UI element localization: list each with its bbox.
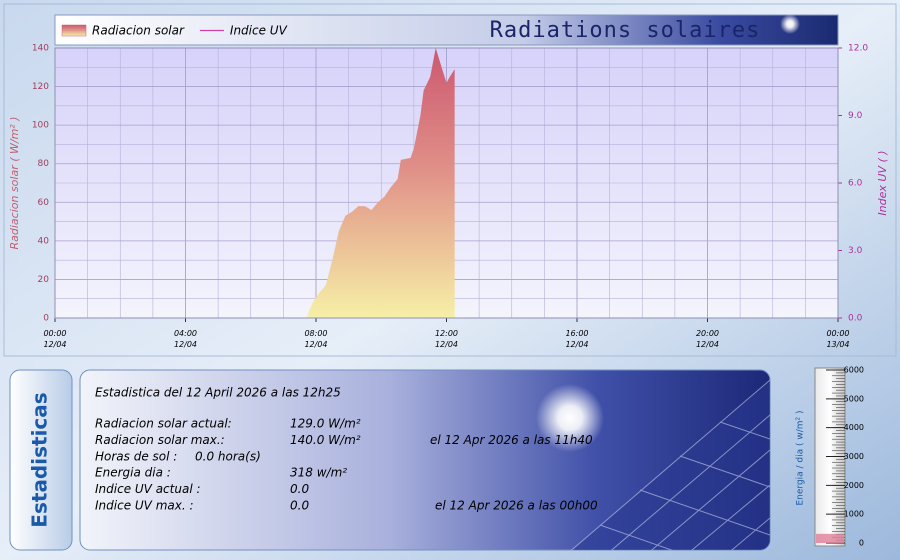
y2-axis-label: Index UV ( ) xyxy=(876,150,889,215)
stat-note: el 12 Apr 2026 a las 11h40 xyxy=(430,433,593,447)
gauge-tick-label: 5000 xyxy=(844,394,864,403)
gauge-label: Energia / dia ( w/m² ) xyxy=(796,410,806,505)
stat-value: 0.0 hora(s) xyxy=(195,449,261,463)
stats-tab-label: Estadisticas xyxy=(28,392,52,527)
gauge-tick-label: 0 xyxy=(859,539,864,548)
title-bar xyxy=(54,14,839,46)
x-tick-label: 12:00 12/04 xyxy=(435,329,458,349)
x-tick-label: 20:00 12/04 xyxy=(696,329,719,349)
y-tick-label: 120 xyxy=(32,82,49,92)
x-tick-label: 16:00 12/04 xyxy=(565,329,588,349)
title-sun xyxy=(780,14,800,34)
gauge-tick-label: 2000 xyxy=(844,481,864,490)
y2-tick-label: 9.0 xyxy=(848,111,863,121)
stat-label: Radiacion solar max.: xyxy=(95,433,225,447)
gauge-tick-label: 4000 xyxy=(844,423,864,432)
stats-tab xyxy=(9,369,73,551)
plot-border xyxy=(54,47,839,319)
stat-value: 140.0 W/m² xyxy=(290,433,361,447)
y-axis-label: Radiacion solar ( W/m² ) xyxy=(8,116,21,249)
legend-label: Indice UV xyxy=(230,24,288,38)
legend-label: Radiacion solar xyxy=(92,24,185,38)
y-tick-label: 80 xyxy=(38,159,50,169)
x-tick-label: 00:00 12/04 xyxy=(43,329,66,349)
page-title: Radiations solaires xyxy=(490,18,761,43)
radiation-area xyxy=(306,48,455,318)
stats-header: Estadistica del 12 April 2026 a las 12h2… xyxy=(95,386,341,400)
y-tick-label: 60 xyxy=(38,198,50,208)
stat-label: Radiacion solar actual: xyxy=(95,417,232,431)
stat-label: Horas de sol : xyxy=(95,449,177,463)
x-tick-label: 08:00 12/04 xyxy=(304,329,327,349)
panel-image xyxy=(536,379,770,550)
gauge-tick-label: 1000 xyxy=(844,510,864,519)
x-tick-label: 04:00 12/04 xyxy=(174,329,197,349)
stat-note: el 12 Apr 2026 a las 00h00 xyxy=(435,499,598,513)
legend-swatch xyxy=(61,24,87,37)
y2-tick-label: 12.0 xyxy=(848,44,868,54)
y2-tick-label: 6.0 xyxy=(848,179,863,189)
y-tick-label: 140 xyxy=(32,44,49,54)
chart-frame xyxy=(3,3,897,357)
y-tick-label: 40 xyxy=(38,236,50,246)
y-tick-label: 100 xyxy=(32,121,49,131)
y2-tick-label: 3.0 xyxy=(848,246,863,256)
gauge-tick-label: 6000 xyxy=(844,366,864,375)
stat-value: 318 w/m² xyxy=(290,466,347,480)
stat-label: Indice UV max. : xyxy=(95,499,194,513)
x-tick-label: 00:00 13/04 xyxy=(826,329,849,349)
y2-tick-label: 0.0 xyxy=(848,314,863,324)
stat-value: 129.0 W/m² xyxy=(290,417,361,431)
stat-label: Energia dia : xyxy=(95,466,171,480)
y-tick-label: 0 xyxy=(43,314,49,324)
y-tick-label: 20 xyxy=(38,275,50,285)
stat-value: 0.0 xyxy=(290,482,309,496)
gauge-fill xyxy=(816,533,844,543)
stat-value: 0.0 xyxy=(290,499,309,513)
gauge-tick-label: 3000 xyxy=(844,452,864,461)
stat-label: Indice UV actual : xyxy=(95,482,201,496)
